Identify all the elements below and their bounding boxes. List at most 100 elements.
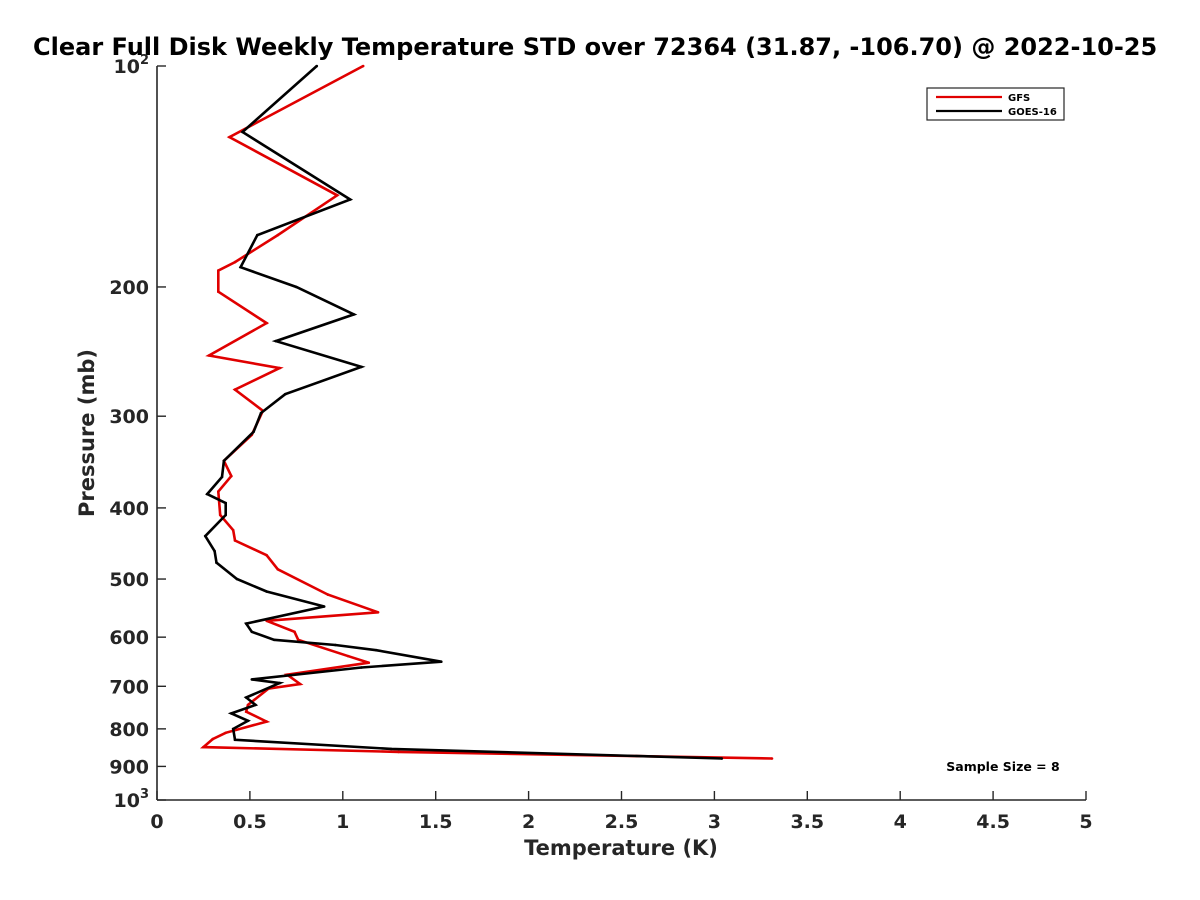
data-point-gfs	[231, 528, 235, 532]
data-point-goes16	[274, 339, 278, 343]
data-point-goes16	[348, 198, 352, 201]
data-point-gfs	[276, 568, 280, 571]
x-tick-label: 4.5	[976, 811, 1010, 833]
data-point-gfs	[265, 553, 268, 557]
x-tick-label: 0	[150, 811, 163, 833]
data-point-goes16	[322, 605, 326, 608]
y-tick-label: 200	[109, 277, 149, 299]
data-point-gfs	[211, 737, 214, 741]
data-point-goes16	[360, 365, 363, 369]
x-tick-label: 0.5	[233, 811, 267, 833]
data-point-gfs	[207, 354, 211, 357]
x-tick-label: 2.5	[605, 811, 639, 833]
data-point-gfs	[347, 654, 350, 658]
data-point-gfs	[770, 757, 774, 760]
data-point-goes16	[244, 622, 248, 625]
y-tick-label: 700	[109, 676, 149, 698]
data-point-gfs	[228, 135, 231, 139]
data-point-goes16	[213, 549, 216, 553]
data-point-goes16	[283, 392, 287, 396]
data-point-goes16	[720, 757, 724, 760]
x-axis-label: Temperature (K)	[524, 836, 718, 860]
data-point-goes16	[220, 475, 224, 479]
data-point-goes16	[250, 678, 254, 681]
data-point-gfs	[202, 745, 205, 749]
y-tick-label: 102	[114, 53, 150, 78]
y-tick-label: 300	[109, 406, 149, 428]
x-tick-label: 5	[1079, 811, 1092, 833]
data-point-goes16	[235, 577, 239, 581]
y-tick-label: 900	[109, 756, 149, 778]
x-tick-label: 2	[522, 811, 535, 833]
data-point-gfs	[397, 750, 400, 754]
data-point-gfs	[217, 490, 220, 493]
data-point-goes16	[374, 648, 378, 652]
y-tick-label: 103	[114, 787, 150, 812]
data-point-gfs	[298, 682, 302, 686]
data-point-gfs	[335, 194, 339, 197]
y-tick-label: 800	[109, 719, 149, 741]
x-tick-label: 1	[336, 811, 349, 833]
x-tick-label: 1.5	[419, 811, 453, 833]
data-point-goes16	[255, 233, 259, 237]
data-point-goes16	[352, 313, 356, 316]
data-point-goes16	[295, 285, 298, 289]
data-point-goes16	[244, 696, 248, 699]
data-point-gfs	[218, 513, 222, 517]
data-point-goes16	[222, 459, 226, 463]
x-tick-label: 3	[708, 811, 721, 833]
data-point-gfs	[293, 630, 296, 634]
series-line-goes16	[203, 65, 722, 760]
y-tick-label: 600	[109, 627, 149, 649]
data-point-goes16	[241, 130, 244, 134]
sample-size-annotation: Sample Size = 8	[946, 759, 1059, 774]
data-point-goes16	[278, 681, 281, 685]
data-point-gfs	[233, 388, 237, 391]
y-axis-ticks: 102 200 300 400 500 600 700 800 900 103	[109, 53, 166, 812]
data-point-goes16	[250, 630, 254, 634]
y-tick-label: 500	[109, 569, 149, 591]
data-point-goes16	[259, 411, 263, 415]
data-point-goes16	[389, 747, 393, 751]
data-point-gfs	[233, 260, 237, 264]
data-point-gfs	[265, 720, 268, 723]
x-tick-label: 4	[894, 811, 907, 833]
data-point-gfs	[217, 269, 220, 272]
data-point-gfs	[278, 366, 281, 370]
data-point-goes16	[252, 430, 255, 434]
data-point-gfs	[224, 731, 227, 735]
y-tick-label: 400	[109, 498, 149, 520]
data-point-goes16	[272, 638, 276, 642]
legend-label-gfs: GFS	[1008, 93, 1030, 104]
data-point-goes16	[233, 738, 237, 742]
data-point-goes16	[224, 501, 227, 505]
data-point-goes16	[205, 492, 209, 496]
plot-series	[199, 64, 774, 760]
data-point-goes16	[254, 703, 257, 707]
data-point-gfs	[361, 64, 365, 68]
legend: GFS GOES-16	[926, 87, 1065, 121]
data-point-gfs	[376, 611, 380, 614]
data-point-gfs	[233, 539, 237, 542]
legend-label-goes16: GOES-16	[1008, 107, 1057, 118]
data-point-goes16	[440, 660, 443, 663]
data-point-goes16	[230, 712, 233, 715]
y-axis-label: Pressure (mb)	[75, 349, 99, 517]
data-point-gfs	[246, 703, 250, 707]
data-point-goes16	[204, 534, 207, 538]
data-point-gfs	[244, 710, 248, 713]
data-point-gfs	[276, 233, 280, 237]
data-point-goes16	[224, 513, 227, 517]
data-point-goes16	[360, 666, 363, 669]
x-tick-label: 3.5	[790, 811, 824, 833]
data-point-goes16	[215, 561, 218, 564]
data-point-gfs	[296, 638, 300, 642]
chart-title: Clear Full Disk Weekly Temperature STD o…	[33, 33, 1157, 61]
data-point-goes16	[334, 643, 337, 647]
legend-box	[926, 87, 1065, 121]
data-point-goes16	[246, 719, 250, 723]
data-point-gfs	[326, 593, 330, 596]
data-point-goes16	[239, 265, 242, 269]
data-point-gfs	[367, 661, 371, 664]
